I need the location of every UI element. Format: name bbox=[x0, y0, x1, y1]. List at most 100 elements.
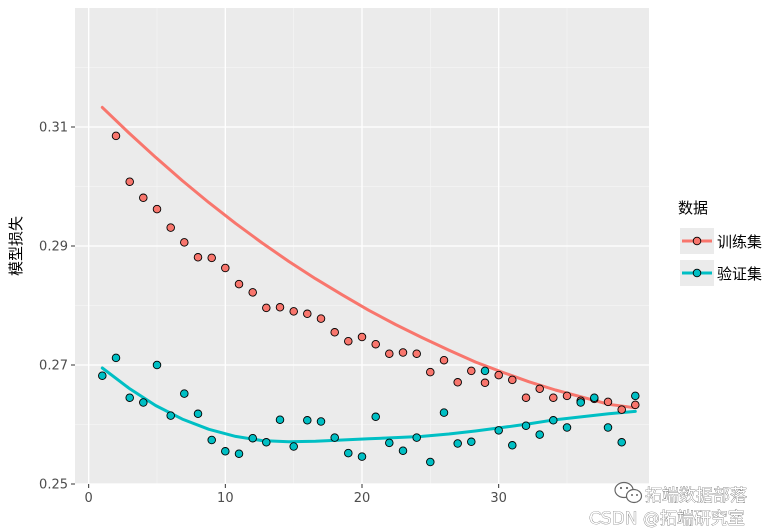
data-points bbox=[98, 131, 640, 467]
data-point-val bbox=[453, 439, 462, 448]
data-point-train bbox=[234, 279, 244, 289]
data-point-val bbox=[398, 446, 408, 455]
data-point-val bbox=[316, 417, 326, 426]
data-point-train bbox=[535, 384, 544, 394]
data-point-train bbox=[562, 391, 572, 401]
axis-ticks bbox=[71, 126, 500, 488]
data-point-train bbox=[508, 375, 517, 385]
data-point-val bbox=[98, 371, 107, 380]
data-point-val bbox=[330, 433, 339, 442]
data-point-val bbox=[289, 442, 298, 451]
data-point-train bbox=[494, 370, 503, 380]
wechat-icon bbox=[614, 481, 643, 504]
data-point-val bbox=[426, 457, 435, 467]
data-point-train bbox=[193, 253, 203, 262]
data-point-train bbox=[275, 303, 285, 312]
data-point-train bbox=[303, 309, 312, 319]
legend-label-train: 训练集 bbox=[717, 233, 762, 251]
x-tick-label: 20 bbox=[354, 491, 371, 506]
data-point-val bbox=[439, 408, 449, 417]
y-tick-labels: 0.25 0.27 0.29 0.31 bbox=[39, 121, 68, 493]
watermark-line1: 拓端数据部落 bbox=[645, 486, 747, 506]
data-point-train bbox=[207, 253, 216, 263]
data-point-train bbox=[398, 348, 408, 357]
data-point-val bbox=[494, 426, 503, 435]
data-point-train bbox=[344, 336, 353, 346]
fit-lines bbox=[100, 105, 637, 444]
data-point-train bbox=[453, 378, 462, 387]
data-point-val bbox=[631, 391, 640, 401]
data-point-train bbox=[289, 307, 298, 316]
data-point-val bbox=[207, 435, 216, 445]
data-point-val bbox=[275, 415, 285, 424]
data-point-val bbox=[152, 360, 162, 370]
data-point-train bbox=[521, 393, 531, 402]
y-axis-title: 模型损失 bbox=[7, 216, 25, 276]
data-point-train bbox=[111, 131, 121, 141]
data-point-val bbox=[508, 441, 517, 450]
legend-point-train bbox=[692, 236, 702, 246]
data-point-train bbox=[180, 238, 189, 247]
data-point-val bbox=[303, 416, 312, 425]
data-point-train bbox=[371, 339, 380, 349]
data-point-val bbox=[139, 398, 148, 407]
legend-title: 数据 bbox=[678, 199, 708, 217]
data-point-train bbox=[617, 405, 626, 414]
watermark-line2: CSDN @拓端研究室 bbox=[589, 509, 745, 529]
y-tick-label: 0.25 bbox=[39, 478, 68, 493]
data-point-val bbox=[166, 411, 175, 420]
data-point-val bbox=[125, 393, 134, 402]
data-point-train bbox=[480, 378, 490, 388]
data-point-val bbox=[193, 409, 203, 419]
data-point-val bbox=[549, 416, 558, 425]
watermark: 拓端数据部落 CSDN @拓端研究室 bbox=[589, 481, 747, 529]
data-point-train bbox=[248, 288, 257, 297]
data-point-val bbox=[521, 421, 531, 430]
data-point-val bbox=[357, 452, 367, 461]
y-tick-label: 0.31 bbox=[39, 121, 68, 136]
data-point-train bbox=[330, 328, 339, 337]
data-point-train bbox=[139, 193, 148, 203]
y-tick-label: 0.29 bbox=[39, 240, 68, 255]
data-point-train bbox=[221, 263, 230, 273]
data-point-val bbox=[262, 438, 271, 447]
x-tick-labels: 0 10 20 30 bbox=[85, 491, 507, 506]
data-point-val bbox=[576, 398, 585, 407]
data-point-train bbox=[603, 397, 613, 407]
legend: 数据 训练集 验证集 bbox=[678, 199, 762, 286]
data-point-val bbox=[603, 423, 613, 432]
y-tick-label: 0.27 bbox=[39, 359, 68, 374]
data-point-val bbox=[467, 437, 476, 447]
data-point-val bbox=[562, 423, 572, 432]
fit-line-train bbox=[100, 105, 637, 410]
data-point-train bbox=[357, 332, 367, 342]
data-point-val bbox=[234, 449, 244, 458]
data-point-train bbox=[549, 393, 558, 402]
data-point-val bbox=[180, 389, 189, 398]
data-point-train bbox=[439, 355, 449, 365]
data-point-train bbox=[152, 204, 162, 214]
data-point-val bbox=[111, 353, 121, 363]
data-point-train bbox=[166, 223, 175, 232]
data-point-val bbox=[535, 430, 544, 439]
data-point-val bbox=[248, 433, 257, 443]
data-point-train bbox=[316, 314, 326, 323]
x-tick-label: 0 bbox=[85, 491, 93, 506]
data-point-train bbox=[631, 400, 640, 410]
x-tick-label: 10 bbox=[217, 491, 234, 506]
legend-label-val: 验证集 bbox=[717, 265, 762, 283]
data-point-val bbox=[617, 438, 626, 447]
grid-major bbox=[75, 8, 649, 485]
data-point-train bbox=[385, 349, 394, 358]
data-point-val bbox=[480, 366, 490, 376]
data-point-val bbox=[385, 438, 394, 448]
data-point-train bbox=[426, 367, 435, 377]
data-point-train bbox=[262, 303, 271, 313]
data-point-train bbox=[412, 349, 421, 358]
data-point-val bbox=[371, 412, 380, 422]
data-point-val bbox=[221, 447, 230, 456]
data-point-val bbox=[590, 393, 599, 402]
fit-line-val bbox=[100, 366, 637, 444]
x-tick-label: 30 bbox=[490, 491, 507, 506]
